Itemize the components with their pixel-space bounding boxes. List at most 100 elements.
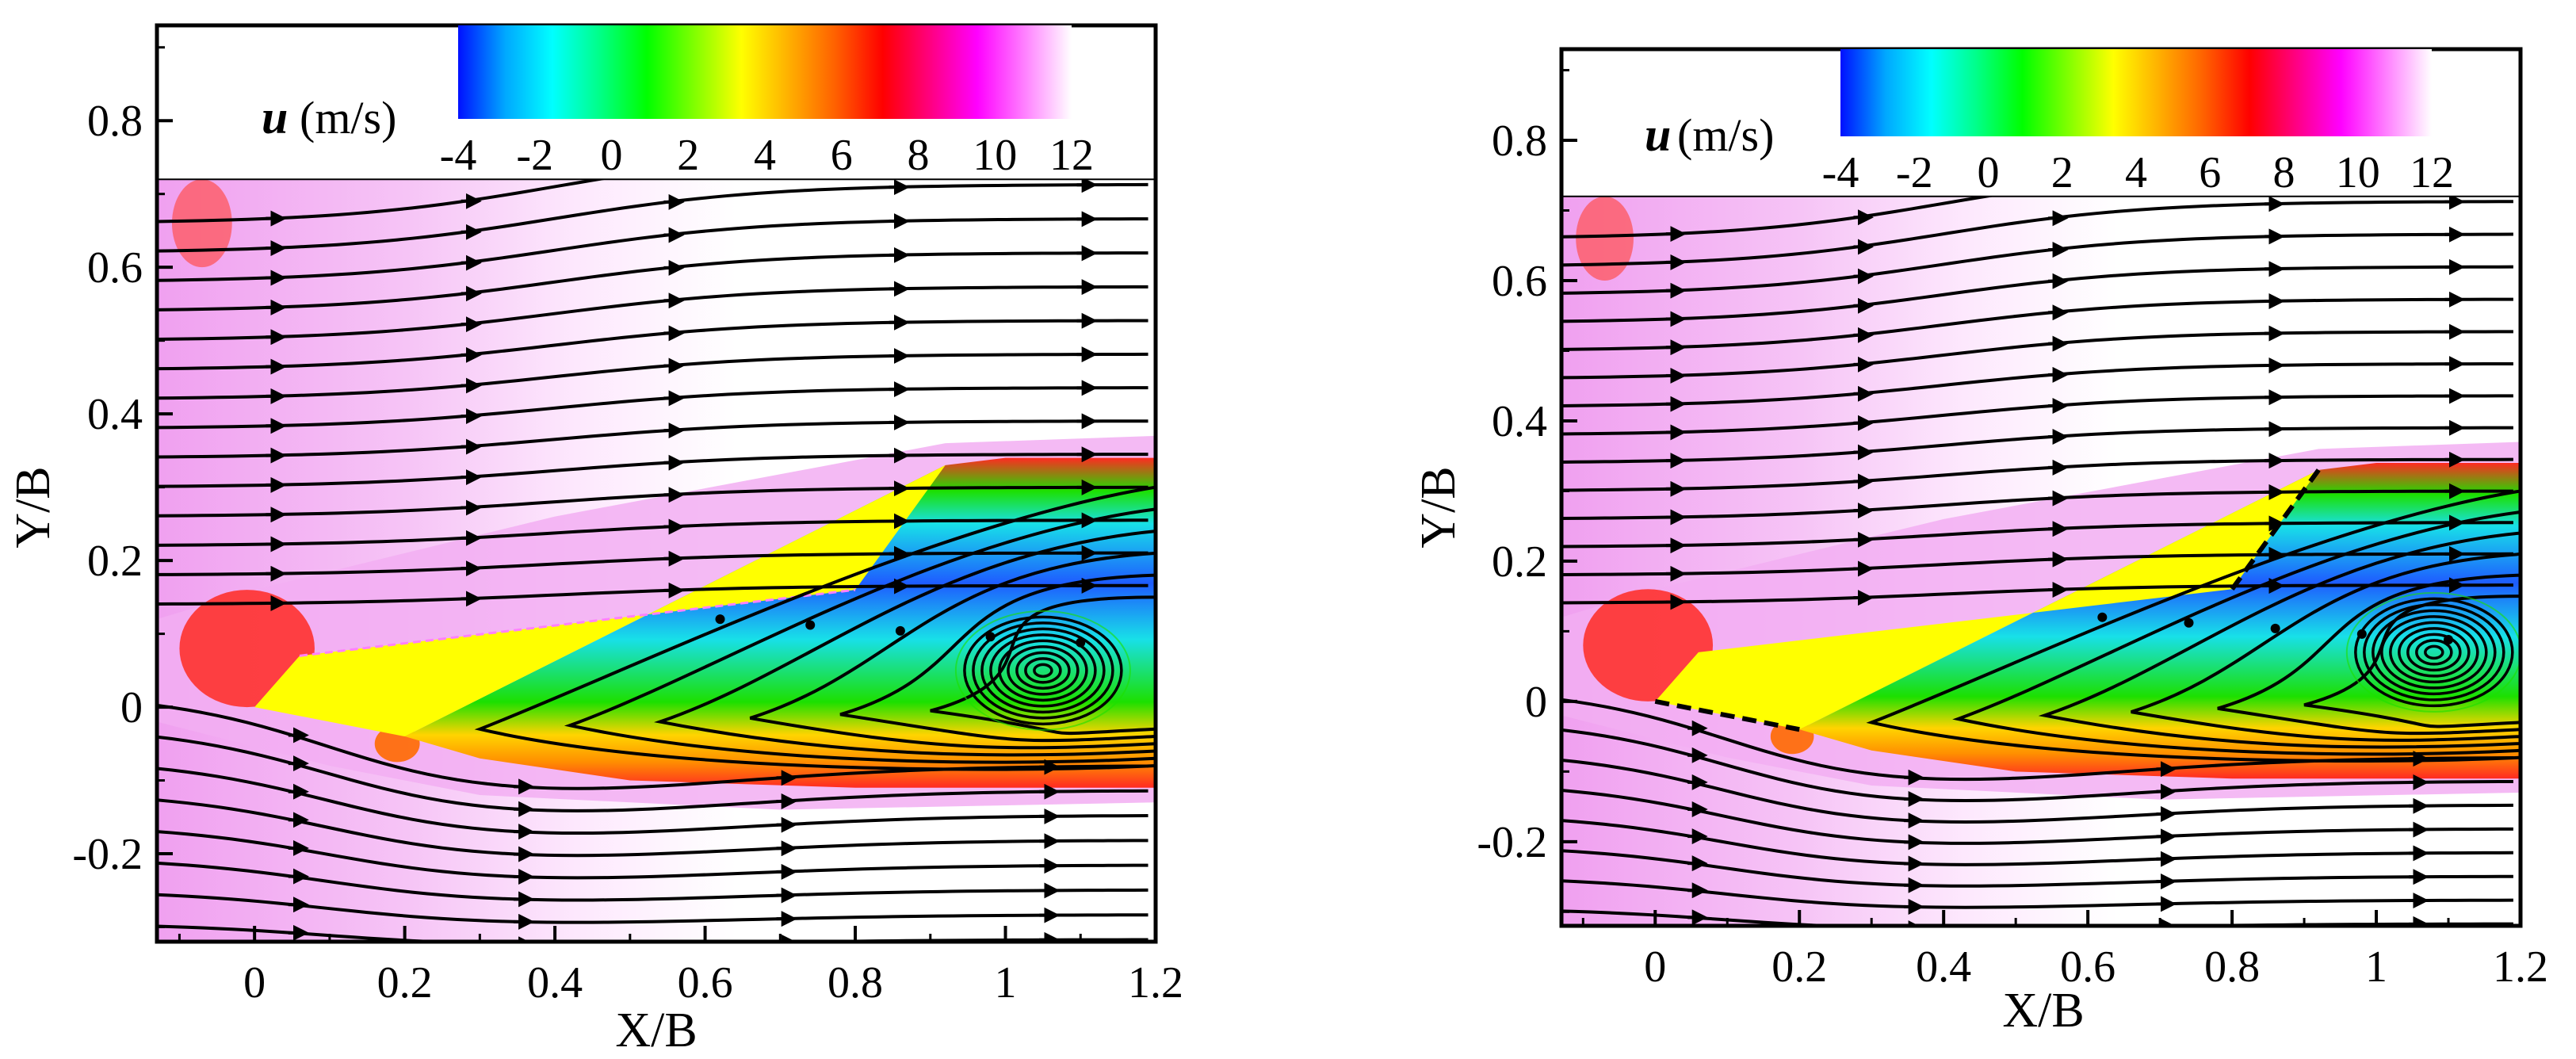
streamline [1561,232,2513,295]
recirculation-streamline [839,573,1156,743]
streamline [157,285,1148,342]
recirculation-streamline [2131,552,2521,742]
streamline-arrow [2530,640,2540,650]
vortex-ring [2415,639,2453,666]
streamline [157,767,1148,835]
streamline [157,485,1148,518]
x-tick-label: 0.2 [1771,942,1827,992]
streamline [157,251,1148,312]
deck-body [254,465,946,737]
streamline [1561,330,2513,380]
y-tick-label: 0 [1525,678,1547,727]
x-axis-title: X/B [615,1004,697,1057]
streamline [1561,728,2513,803]
streamline [1561,819,2513,866]
streamline [1561,426,2513,464]
streamline [1561,457,2513,492]
y-tick-label: 0.6 [1492,257,1547,306]
streamline [157,518,1148,547]
colorbar-tick-label: 0 [601,131,623,180]
vortex-ring [2389,621,2479,684]
colorbar-tick-label: 8 [908,131,930,180]
colorbar-tick-label: 10 [2336,148,2380,197]
streamline [1561,583,2513,605]
recirculation-streamline [2038,531,2521,749]
streamline [1561,200,2513,267]
streamline [157,861,1148,902]
corner-patch [171,179,232,268]
y-tick-label: 0.8 [1492,117,1547,166]
vortex-ring [2398,627,2471,678]
vortex-ring [1015,651,1071,690]
colorbar-unit: (m/s) [1677,109,1774,161]
streamline [1561,361,2513,407]
streamline [157,182,1148,253]
x-tick-label: 0.4 [1916,942,1971,992]
y-tick-label: -0.2 [1477,818,1547,867]
x-tick-label: 0.4 [527,958,583,1007]
x-tick-label: 0 [243,958,266,1007]
y-tick-label: 0.8 [87,97,143,146]
streamline-arrow [1166,644,1175,653]
x-tick-label: 0.8 [2204,942,2260,992]
vortex-ring [1033,663,1053,679]
right-panel: u (m/s) -4 -2 0 2 4 6 8 10 12 0 0.2 0.4 0.6 0.8 1 1.2 -0.2… [1412,47,2548,1038]
y-tick-label: -0.2 [72,830,143,879]
vortex-ring [1024,657,1062,684]
streamline-arrow [805,620,816,630]
streamline [157,319,1148,371]
streamline [157,352,1148,400]
colorbar-tick-label: 4 [2125,148,2147,197]
x-tick-label: 0.6 [2060,942,2115,992]
streamline [157,830,1148,880]
wake-region [1799,463,2521,779]
vortex-ring [2363,603,2505,702]
streamline [1561,297,2513,351]
colorbar-tick-label: 4 [754,131,776,180]
colorbar-tick-label: 8 [2273,148,2295,197]
streamline [157,735,1148,812]
colorbar-tick-label: 10 [973,131,1017,180]
vortex-ring [2424,644,2444,660]
colorbar-tick-label: -4 [440,131,477,180]
y-tick-label: 0.6 [87,243,143,292]
streamline [1561,394,2513,436]
corner-patch [1576,196,1634,281]
streamline [1561,758,2513,824]
vortex-core [2345,591,2521,713]
streamline [1561,879,2513,909]
y-axis-title: Y/B [1412,466,1466,548]
colorbar-tick-label: -4 [1822,148,1859,197]
flow-field [1561,196,2540,927]
streamline [157,798,1148,858]
colorbar-tick-label: 12 [1049,131,1094,180]
y-tick-label: 0.4 [87,390,143,439]
vortex-ring [989,633,1097,708]
colorbar-unit: (m/s) [300,92,396,143]
vortex-ring [980,627,1106,714]
streamline-arrow [715,614,725,625]
recirculation-streamline [930,595,1156,736]
colorbar-tick-label: -2 [1896,148,1933,197]
colorbar-variable: u [1645,109,1671,161]
vortex-ring [2354,597,2514,708]
streamline [157,179,609,224]
streamline [1561,521,2513,549]
recirculation-streamline [474,485,1156,771]
vortex-ring [972,621,1114,720]
streamline [1561,552,2513,576]
vortex-ring [2372,609,2497,696]
x-tick-label: 0.2 [377,958,433,1007]
vortex-ring [998,639,1088,702]
recirculation-streamline [654,530,1156,757]
x-tick-label: 1.2 [1128,958,1183,1007]
colorbar [458,25,1072,119]
streamline [1561,849,2513,888]
streamline [157,217,1148,282]
colorbar-panel [1565,52,1840,193]
streamline [1561,489,2513,520]
recirculation-streamline [564,507,1156,764]
separation-line [1654,698,1800,732]
x-tick-label: 0.8 [827,958,883,1007]
